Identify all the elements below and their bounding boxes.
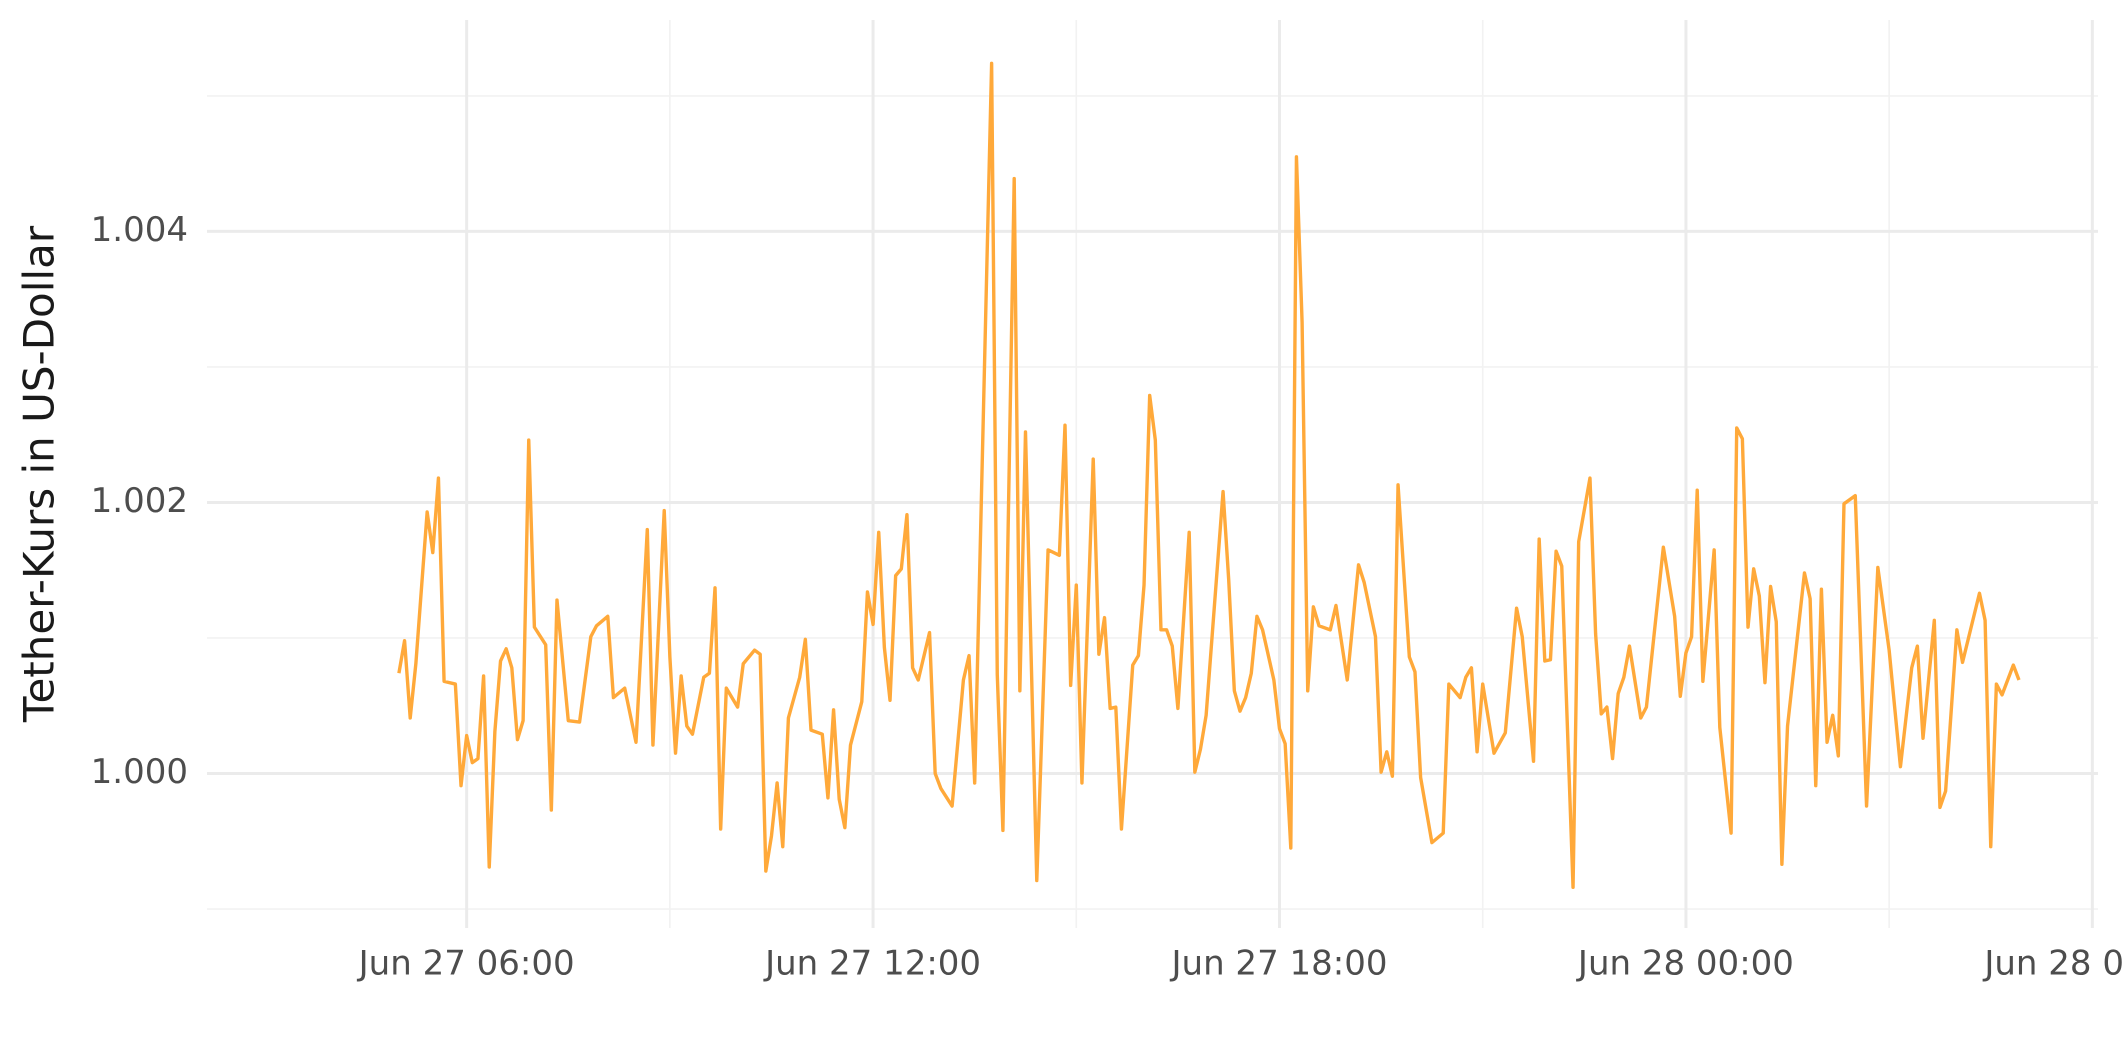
marks bbox=[397, 61, 2021, 890]
x-tick-label: Jun 27 12:00 bbox=[763, 944, 981, 984]
x-tick-label: Jun 27 06:00 bbox=[357, 944, 575, 984]
y-tick-label: 1.000 bbox=[91, 752, 188, 792]
grid bbox=[207, 20, 2098, 928]
y-tick-label: 1.004 bbox=[91, 210, 188, 250]
y-axis-title: Tether-Kurs in US-Dollar bbox=[15, 225, 64, 723]
x-tick-label: Jun 28 00:00 bbox=[1576, 944, 1794, 984]
x-tick-label: Jun 28 06:00 bbox=[1982, 944, 2125, 984]
y-tick-label: 1.002 bbox=[91, 481, 188, 521]
price-line bbox=[397, 61, 2021, 890]
x-tick-label: Jun 27 18:00 bbox=[1170, 944, 1388, 984]
